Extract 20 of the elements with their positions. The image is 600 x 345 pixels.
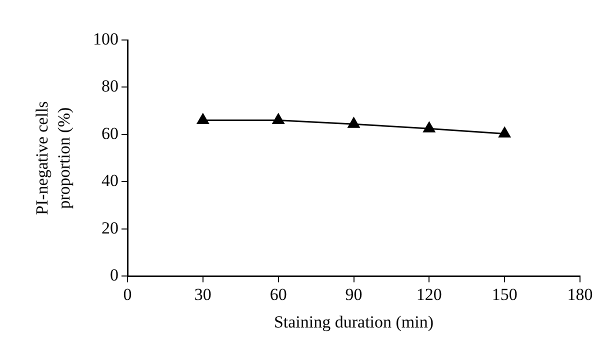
y-tick-label: 40 — [102, 171, 118, 190]
point — [196, 114, 209, 124]
x-tick-label: 90 — [345, 284, 362, 304]
x-tick-label: 30 — [194, 284, 212, 304]
x-axis-title: Staining duration (min) — [274, 312, 434, 332]
y-tick-label: 60 — [102, 124, 118, 143]
x-tick-label: 120 — [416, 284, 442, 304]
y-axis-title: PI-negative cells proportion (%) — [32, 101, 74, 215]
x-tick-label: 60 — [270, 284, 287, 304]
point — [423, 122, 436, 132]
y-tick-label: 20 — [102, 218, 118, 238]
point — [348, 117, 360, 128]
point — [272, 114, 284, 124]
y-tick-label: 100 — [93, 29, 118, 48]
y-tick-label: 80 — [102, 76, 118, 96]
x-tick-label: 180 — [567, 284, 593, 304]
x-tick-label: 150 — [492, 284, 518, 304]
x-tick-label: 0 — [123, 284, 132, 304]
point — [498, 127, 511, 138]
y-tick-label: 0 — [110, 266, 118, 285]
